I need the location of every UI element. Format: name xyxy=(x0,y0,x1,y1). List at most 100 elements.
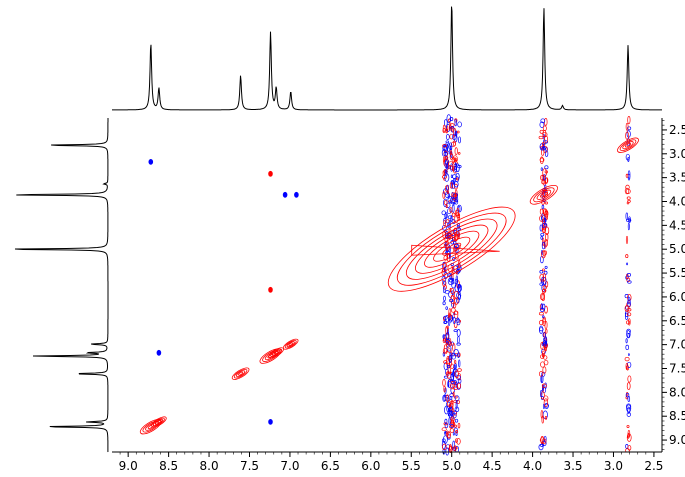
y-tick-label: 3.0 xyxy=(669,147,685,161)
solvent-streak-mark xyxy=(453,244,459,248)
cross-peak xyxy=(282,191,288,198)
solvent-streak-mark xyxy=(627,445,632,451)
solvent-streak-mark xyxy=(449,424,455,428)
solvent-streak-mark xyxy=(627,333,630,339)
solvent-streak-mark xyxy=(545,233,549,242)
solvent-streak-mark xyxy=(450,416,455,422)
contour-ring xyxy=(536,189,552,200)
solvent-streak-mark xyxy=(625,188,631,194)
solvent-streak-mark xyxy=(624,187,630,195)
solvent-streak-mark xyxy=(441,427,447,432)
solvent-streak-mark xyxy=(441,225,447,231)
solvent-streak-mark xyxy=(449,287,452,292)
contour-ring xyxy=(442,242,462,256)
solvent-streak-mark xyxy=(542,273,546,282)
solvent-streak-mark xyxy=(454,418,459,423)
solvent-streak-mark xyxy=(544,336,548,345)
solvent-streak-mark xyxy=(542,315,545,319)
solvent-streak-mark xyxy=(544,320,548,330)
solvent-streak-mark xyxy=(444,430,448,434)
solvent-streak-mark xyxy=(626,361,632,368)
solvent-streak-mark xyxy=(625,131,629,140)
solvent-streak-mark xyxy=(449,117,454,121)
diagonal-peak xyxy=(231,367,250,380)
solvent-streak-mark xyxy=(457,121,462,128)
solvent-streak-mark xyxy=(627,396,631,402)
solvent-streak-mark xyxy=(445,394,450,403)
solvent-streak-mark xyxy=(538,371,544,377)
solvent-streak-mark xyxy=(449,133,454,140)
solvent-streak-mark xyxy=(544,201,548,205)
solvent-streak-mark xyxy=(443,286,446,294)
solvent-streak-mark xyxy=(452,421,456,428)
solvent-streak-mark xyxy=(544,265,548,269)
x-tick-label: 6.0 xyxy=(361,459,380,473)
solvent-streak-mark xyxy=(454,119,457,127)
solvent-streak-mark xyxy=(445,162,449,170)
solvent-streak-mark xyxy=(541,293,545,302)
diagonal-peak xyxy=(151,416,167,428)
solvent-streak-mark xyxy=(452,257,456,261)
y-tick-label: 9.0 xyxy=(669,433,685,447)
solvent-streak-mark xyxy=(626,201,630,205)
solvent-streak-mark xyxy=(458,136,461,144)
solvent-streak-mark xyxy=(454,165,458,173)
solvent-streak-mark xyxy=(627,433,630,439)
solvent-streak-mark xyxy=(443,219,446,227)
solvent-streak-mark xyxy=(452,133,457,140)
solvent-streak-mark xyxy=(538,135,544,140)
solvent-streak-mark xyxy=(626,424,630,429)
solvent-streak-mark xyxy=(447,381,450,388)
solvent-streak-mark xyxy=(539,327,544,332)
solvent-streak-mark xyxy=(628,218,631,222)
contour-ring xyxy=(387,206,516,292)
solvent-streak-mark xyxy=(455,196,459,203)
solvent-streak-mark xyxy=(541,179,546,185)
solvent-streak-mark xyxy=(449,443,452,451)
solvent-streak-mark xyxy=(443,385,446,393)
solvent-streak-mark xyxy=(450,307,456,313)
solvent-streak-mark xyxy=(625,173,629,178)
solvent-streak-mark xyxy=(449,149,453,156)
solvent-streak-mark xyxy=(627,170,631,179)
contour-ring xyxy=(533,187,555,203)
solvent-streak-mark xyxy=(449,358,452,367)
solvent-streak-mark xyxy=(538,320,544,326)
solvent-streak-mark xyxy=(456,329,461,337)
solvent-streak-mark xyxy=(456,268,461,274)
x-tick-label: 4.0 xyxy=(523,459,542,473)
solvent-streak-mark xyxy=(449,393,455,398)
solvent-streak-mark xyxy=(443,295,446,302)
solvent-streak-mark xyxy=(446,123,451,133)
contour-ring xyxy=(231,367,250,380)
solvent-streak-mark xyxy=(543,435,547,443)
solvent-streak-mark xyxy=(452,391,455,397)
solvent-streak-mark xyxy=(544,416,548,420)
solvent-streak-mark xyxy=(442,351,446,357)
solvent-streak-mark xyxy=(457,152,461,155)
contour-ring xyxy=(259,348,282,364)
y-tick-label: 2.5 xyxy=(669,123,685,137)
solvent-streak-mark xyxy=(539,270,544,274)
solvent-streak-mark xyxy=(449,428,455,433)
solvent-streak-mark xyxy=(625,212,629,220)
contour-ring xyxy=(139,419,162,435)
solvent-streak-mark xyxy=(443,200,448,205)
solvent-streak-mark xyxy=(542,289,546,294)
solvent-streak-mark xyxy=(454,395,460,402)
solvent-streak-mark xyxy=(443,360,448,364)
solvent-streak-mark xyxy=(627,126,632,131)
solvent-streak-mark xyxy=(445,204,448,209)
solvent-streak-mark xyxy=(452,155,458,162)
contour-ring xyxy=(156,420,162,424)
solvent-streak-mark xyxy=(449,182,453,189)
contour-ring xyxy=(235,370,246,378)
solvent-streak-mark xyxy=(444,159,449,165)
solvent-streak-mark xyxy=(455,212,460,217)
solvent-streak-mark xyxy=(540,410,544,419)
solvent-streak-mark xyxy=(444,418,448,425)
solvent-streak-mark xyxy=(543,398,549,408)
y-tick-label: 7.0 xyxy=(669,338,685,352)
contour-ring xyxy=(286,341,295,348)
